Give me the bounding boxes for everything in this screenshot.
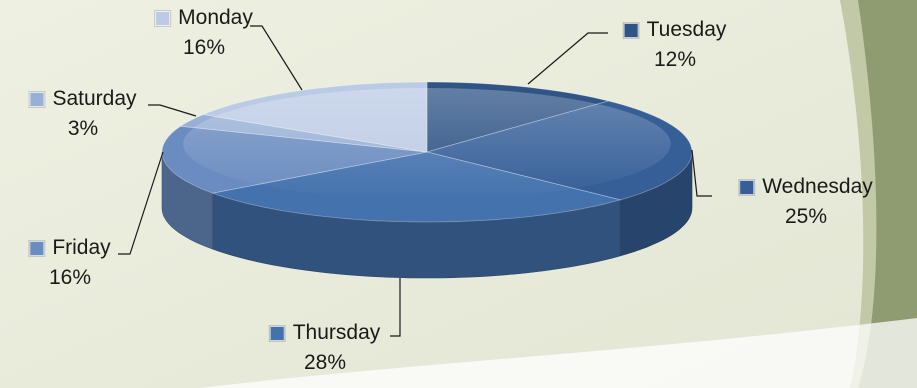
label-percent: 25% [784, 205, 828, 228]
data-label-wednesday: Wednesday 25% [739, 172, 873, 232]
label-percent: 12% [653, 48, 697, 71]
label-category: Thursday [292, 321, 381, 344]
accent-highlight [840, 0, 877, 388]
data-label-monday: Monday 16% [155, 3, 253, 63]
data-label-tuesday: Tuesday 12% [623, 15, 727, 75]
pie-sides [161, 151, 693, 279]
leader-line-monday [250, 25, 303, 91]
label-category: Friday [52, 236, 111, 259]
legend-swatch-monday [155, 10, 171, 26]
pie-gloss [183, 88, 671, 200]
swoosh-white [200, 318, 917, 388]
label-category: Monday [178, 6, 253, 29]
leader-line-wednesday [691, 149, 712, 197]
pie-top [161, 81, 693, 223]
legend-swatch-friday [29, 240, 45, 256]
label-category: Tuesday [646, 18, 727, 41]
legend-swatch-wednesday [739, 179, 755, 195]
data-label-friday: Friday 16% [29, 233, 111, 293]
leader-line-tuesday [527, 32, 608, 85]
leader-line-saturday [148, 104, 197, 117]
leader-lines [118, 25, 712, 337]
leader-line-thursday [390, 278, 401, 337]
data-label-saturday: Saturday 3% [29, 84, 137, 144]
legend-swatch-tuesday [623, 22, 639, 38]
legend-swatch-thursday [269, 325, 285, 341]
label-category: Saturday [52, 87, 137, 110]
data-label-thursday: Thursday 28% [269, 318, 381, 378]
legend-swatch-saturday [29, 91, 45, 107]
label-percent: 16% [48, 266, 92, 289]
label-category: Wednesday [762, 175, 873, 198]
label-percent: 16% [182, 36, 226, 59]
leader-line-friday [118, 151, 164, 255]
label-percent: 3% [67, 117, 99, 140]
label-percent: 28% [303, 351, 347, 374]
